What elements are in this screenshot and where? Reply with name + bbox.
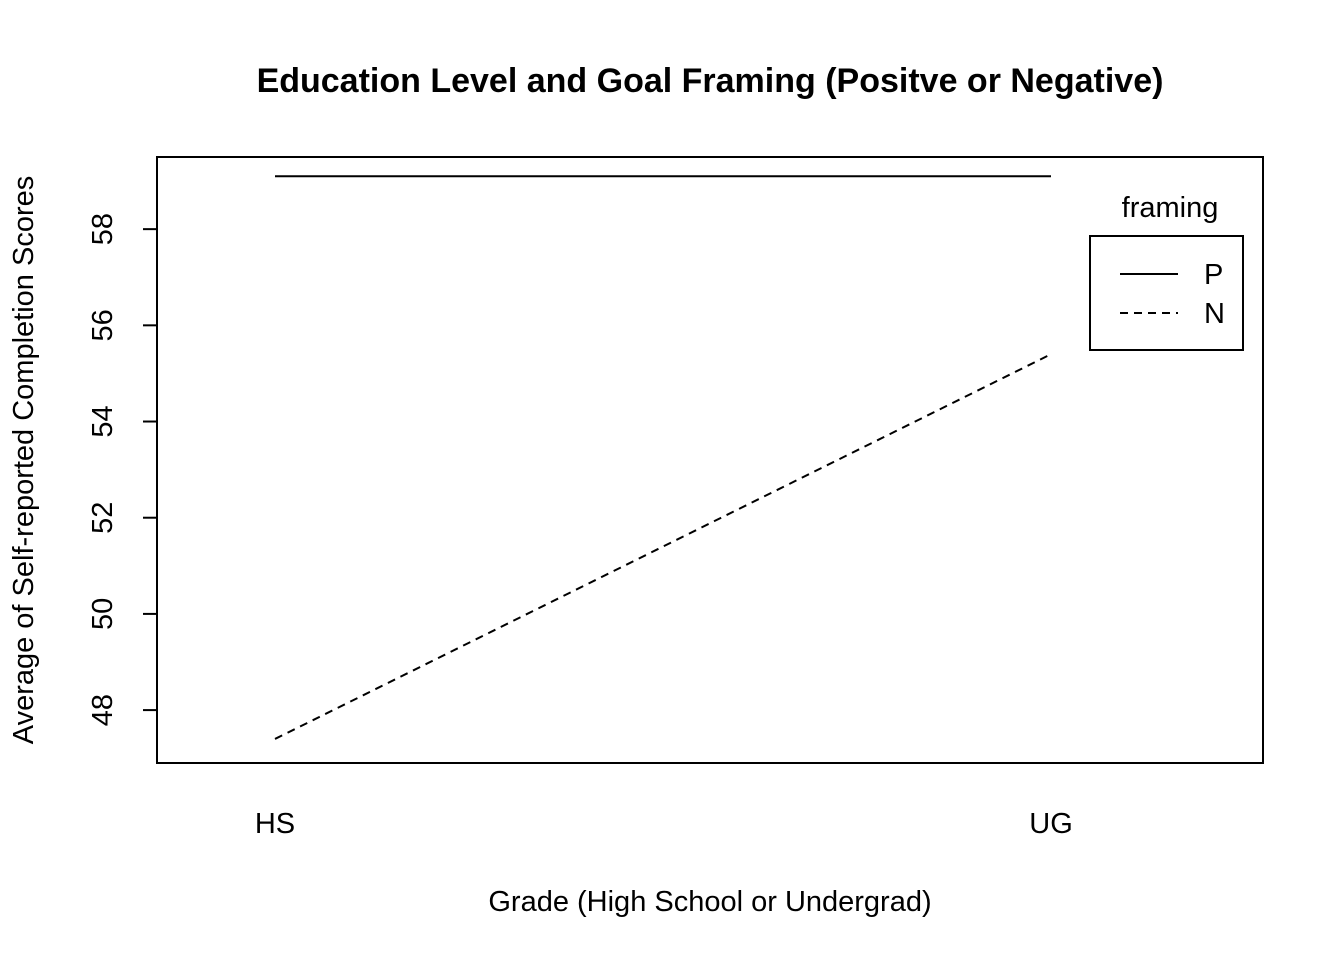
x-tick-label: HS (255, 808, 295, 840)
x-tick-label: UG (1029, 808, 1073, 840)
series-line-N (274, 353, 1052, 740)
series-lines (274, 175, 1052, 740)
y-tick-label: 52 (87, 502, 119, 534)
x-axis-label: Grade (High School or Undergrad) (488, 886, 931, 918)
y-tick-label: 48 (87, 694, 119, 726)
chart-title: Education Level and Goal Framing (Positv… (257, 62, 1164, 100)
y-axis: 48 50 52 54 56 58 (87, 213, 158, 726)
y-tick-label: 54 (87, 405, 119, 437)
y-axis-label: Average of Self-reported Completion Scor… (8, 176, 40, 745)
y-tick-label: 56 (87, 309, 119, 341)
plot-frame (156, 156, 1264, 764)
legend-label: P (1204, 259, 1223, 291)
legend-title: framing (1122, 192, 1219, 224)
legend: framing PN (1089, 192, 1244, 351)
x-axis: HS UG (255, 808, 1073, 840)
legend-label: N (1204, 298, 1225, 330)
legend-box (1089, 235, 1244, 351)
y-tick-label: 50 (87, 598, 119, 630)
y-tick-label: 58 (87, 213, 119, 245)
